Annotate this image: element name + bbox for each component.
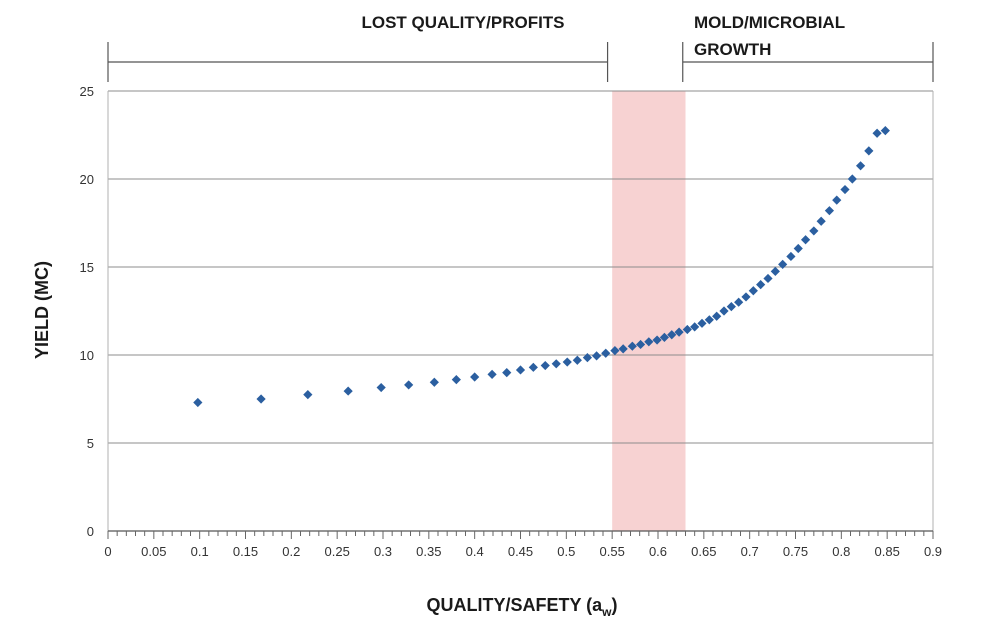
y-axis-title: YIELD (MC): [32, 261, 52, 359]
data-point: [704, 315, 714, 325]
x-tick-label: 0.7: [741, 544, 759, 559]
data-point: [667, 330, 677, 340]
data-point: [256, 394, 266, 404]
data-point: [635, 339, 646, 350]
x-tick-label: 0.45: [508, 544, 533, 559]
x-tick-label: 0.05: [141, 544, 166, 559]
y-tick-label: 0: [87, 524, 94, 539]
data-point: [551, 359, 561, 369]
y-tick-label: 10: [80, 348, 94, 363]
shaded-band: [612, 91, 686, 531]
data-point: [376, 382, 386, 393]
y-tick-label: 5: [87, 436, 94, 451]
x-tick-label: 0: [104, 544, 111, 559]
data-point: [864, 146, 874, 156]
data-point: [610, 346, 620, 356]
data-point: [343, 386, 353, 396]
data-point: [487, 369, 497, 379]
data-point: [770, 266, 780, 276]
data-point: [793, 243, 803, 254]
shaded-band-layer: [612, 91, 686, 531]
data-point: [840, 184, 850, 195]
x-tick-label: 0.85: [875, 544, 900, 559]
data-point: [674, 327, 684, 337]
data-point: [726, 302, 736, 312]
x-axis-title-main: QUALITY/SAFETY (a: [426, 595, 603, 615]
data-point: [618, 344, 628, 354]
y-tick-label: 20: [80, 172, 94, 187]
x-axis-title-subscript: w: [601, 605, 612, 619]
data-point: [627, 341, 637, 351]
data-point: [809, 226, 819, 236]
data-point: [712, 311, 722, 321]
data-point: [832, 195, 842, 205]
data-point: [582, 353, 593, 363]
x-tick-label: 0.25: [325, 544, 350, 559]
data-point: [601, 348, 611, 358]
x-tick-label: 0.35: [416, 544, 441, 559]
x-tick-label: 0.8: [832, 544, 850, 559]
data-point: [786, 251, 796, 262]
data-point: [451, 375, 461, 385]
data-point: [652, 335, 662, 345]
data-point: [540, 360, 550, 371]
data-point: [193, 397, 203, 408]
x-tick-label: 0.1: [191, 544, 209, 559]
data-point: [515, 365, 526, 375]
data-point: [719, 306, 729, 316]
x-tick-label: 0.3: [374, 544, 392, 559]
x-tick-label: 0.5: [557, 544, 575, 559]
x-tick-label: 0.4: [466, 544, 484, 559]
x-tick-label: 0.9: [924, 544, 942, 559]
data-point: [591, 351, 602, 361]
data-point: [855, 161, 866, 171]
data-point: [741, 292, 751, 302]
axis-layer: 0 5 10 15 20 25 0 0.05 0.1 0.15 0.2 0.25 0.3 0.35 0.4 0…: [80, 84, 943, 559]
x-tick-label: 0.6: [649, 544, 667, 559]
x-tick-label: 0.55: [600, 544, 625, 559]
x-axis-title-suffix: ): [612, 595, 618, 615]
data-point: [763, 273, 773, 284]
data-point: [682, 324, 692, 335]
data-point: [880, 126, 890, 136]
x-tick-label: 0.15: [233, 544, 258, 559]
data-point: [734, 297, 744, 307]
data-point: [800, 235, 811, 245]
gridline-layer: [108, 90, 933, 444]
x-axis-title: QUALITY/SAFETY (aw): [426, 595, 617, 619]
data-point: [470, 372, 480, 382]
y-tick-label: 15: [80, 260, 94, 275]
region-label-mold-line1: MOLD/MICROBIAL: [694, 13, 845, 32]
region-label-lost-quality: LOST QUALITY/PROFITS: [361, 13, 564, 32]
x-tick-label: 0.2: [282, 544, 300, 559]
data-point: [303, 390, 313, 400]
data-point: [824, 206, 835, 216]
data-point: [562, 357, 572, 367]
data-point: [872, 128, 882, 138]
data-point: [429, 377, 439, 387]
x-tick-label: 0.75: [783, 544, 808, 559]
data-point: [816, 216, 826, 226]
data-point: [748, 286, 758, 296]
data-point: [404, 380, 414, 390]
y-tick-label: 25: [80, 84, 94, 99]
data-point: [572, 355, 582, 365]
region-bracket-layer: [107, 42, 934, 82]
data-point: [528, 362, 538, 372]
data-point: [659, 332, 670, 342]
data-point: [697, 318, 707, 328]
data-point: [502, 368, 512, 378]
data-point: [644, 337, 654, 347]
data-point: [847, 174, 857, 184]
data-point: [778, 259, 788, 269]
x-tick-label: 0.65: [691, 544, 716, 559]
data-point: [756, 280, 766, 290]
data-points-layer: [193, 126, 890, 408]
data-point: [690, 322, 700, 332]
region-label-mold-line2: GROWTH: [694, 40, 771, 59]
